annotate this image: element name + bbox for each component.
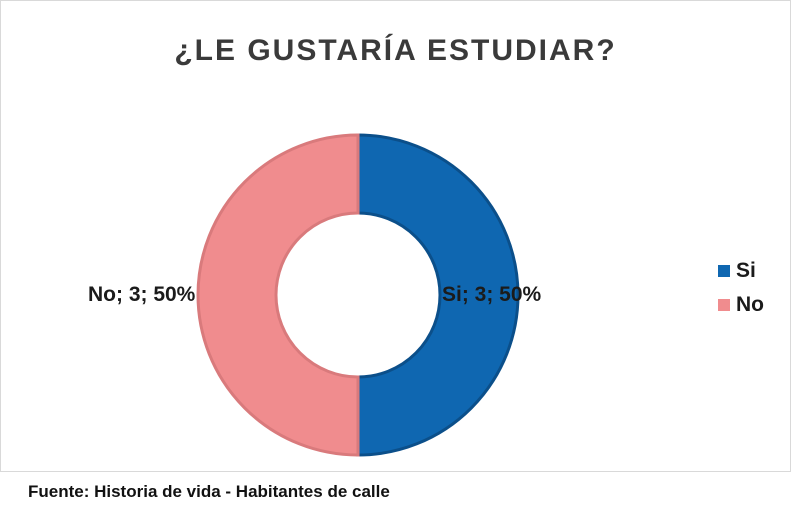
legend-swatch-no [718, 299, 730, 311]
legend-label-si: Si [736, 259, 756, 282]
data-label-no: No; 3; 50% [88, 283, 196, 306]
donut-slice-si [356, 133, 520, 457]
legend-item-si: Si [718, 256, 764, 286]
legend-swatch-si [718, 265, 730, 277]
donut-slices [196, 133, 520, 457]
source-note: Fuente: Historia de vida - Habitantes de… [28, 482, 390, 501]
legend-item-no: No [718, 290, 764, 320]
legend-label-no: No [736, 293, 764, 316]
chart-title: ¿LE GUSTARÍA ESTUDIAR? [174, 34, 617, 67]
legend: Si No [718, 256, 764, 324]
donut-slice-no [196, 133, 360, 457]
data-label-si: Si; 3; 50% [442, 283, 542, 306]
